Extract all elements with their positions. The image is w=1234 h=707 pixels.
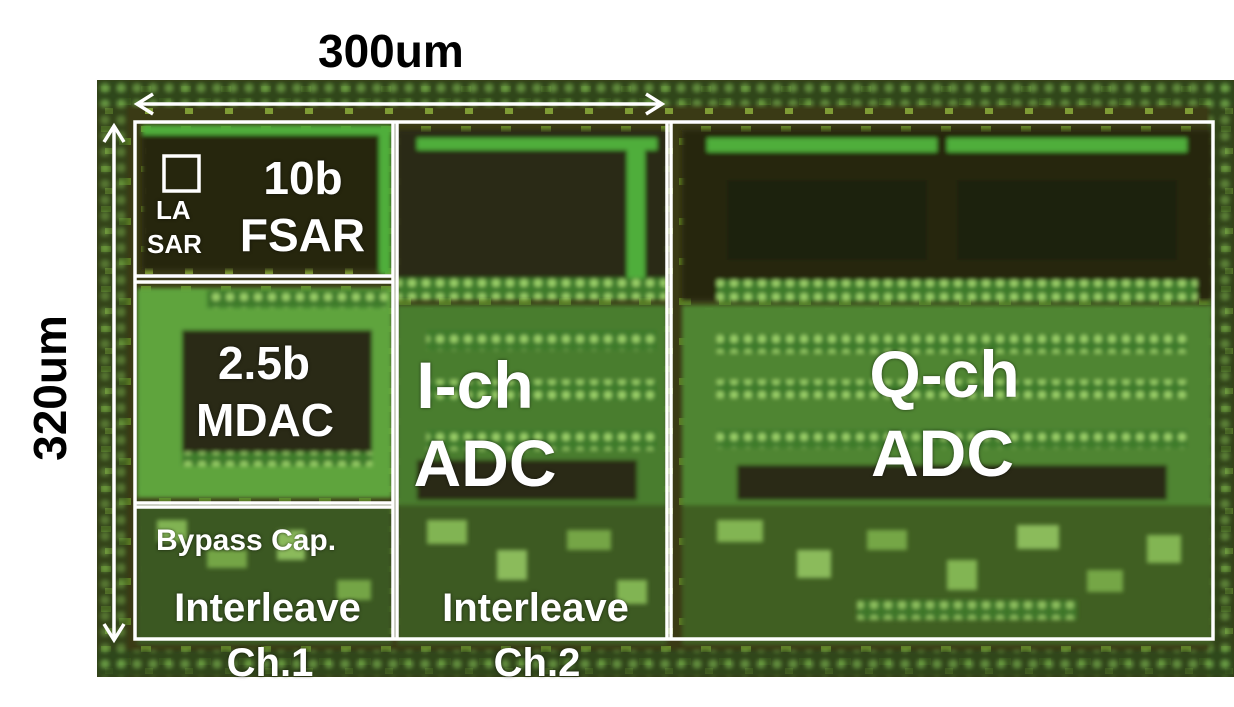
ich-label-line2: ADC [413,426,557,500]
dimension-arrows [102,92,666,644]
la-sar-label-line2: SAR [147,229,202,259]
mdac-name-label: MDAC [196,394,334,446]
width-dimension-label: 300um [318,25,464,77]
fsar-name-label: FSAR [239,209,366,261]
qch-label-line1: Q-ch [869,337,1020,411]
height-dimension-label: 320um [24,315,76,461]
qch-label-line2: ADC [871,416,1014,490]
ich-label-line1: I-ch [416,348,534,422]
block-outlines [133,120,1215,641]
la-sar-outline [162,154,201,193]
interleave-ch1-label-line1: Interleave [174,586,361,630]
interleave-ch2-label-line2: Ch.2 [493,641,581,685]
fsar-bits-label: 10b [263,152,343,204]
la-sar-label-line1: LA [156,195,191,225]
bypass-cap-label: Bypass Cap. [156,524,337,557]
die-photo-illustration [97,80,1234,677]
interleave-ch2-label-line1: Interleave [442,586,629,630]
chip-micrograph [97,80,1234,677]
mdac-bits-label: 2.5b [217,337,311,389]
outline-full-adc [133,120,1215,641]
interleave-ch1-label-line2: Ch.1 [226,641,314,685]
